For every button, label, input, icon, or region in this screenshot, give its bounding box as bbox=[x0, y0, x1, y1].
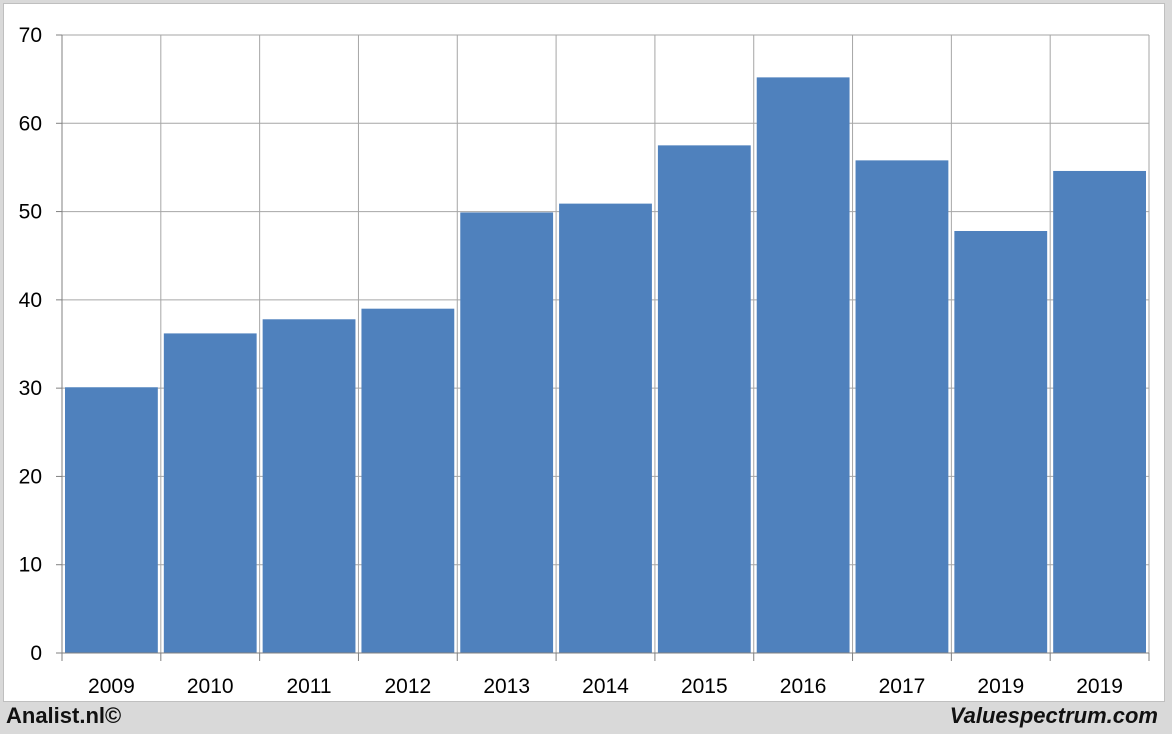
source-credit-right: Valuespectrum.com bbox=[949, 703, 1158, 728]
y-tick-label: 70 bbox=[19, 24, 42, 47]
y-tick-label: 20 bbox=[19, 465, 42, 488]
bar-2010 bbox=[163, 333, 257, 653]
source-credit-left: Analist.nl© bbox=[6, 703, 122, 728]
chart-frame: 0 10 20 30 40 50 60 70 2009 2010 2011 2012 2013 2014 2… bbox=[3, 3, 1165, 702]
y-tick-label: 60 bbox=[19, 112, 42, 135]
y-tick-label: 10 bbox=[19, 554, 42, 577]
bar-2016 bbox=[756, 77, 850, 654]
x-tick-label: 2016 bbox=[780, 675, 827, 698]
bar-2012 bbox=[361, 308, 455, 653]
axes bbox=[56, 34, 1150, 661]
bar-2019 bbox=[954, 230, 1048, 653]
x-tick-label: 2019 bbox=[977, 675, 1024, 698]
tick-labels: 0 10 20 30 40 50 60 70 2009 2010 2011 2012 2013 2014 2… bbox=[19, 24, 1123, 698]
x-tick-label: 2011 bbox=[286, 675, 331, 698]
bar-2009 bbox=[65, 387, 158, 653]
x-tick-label: 2015 bbox=[681, 675, 728, 698]
x-tick-label: 2017 bbox=[879, 675, 926, 698]
y-tick-label: 40 bbox=[19, 289, 42, 312]
y-tick-label: 50 bbox=[19, 201, 42, 224]
x-tick-label: 2014 bbox=[582, 675, 629, 698]
x-tick-label: 2013 bbox=[483, 675, 530, 698]
x-tick-label: 2010 bbox=[187, 675, 234, 698]
bar-2017 bbox=[855, 160, 949, 653]
bar-2011 bbox=[262, 319, 356, 653]
y-tick-label: 30 bbox=[19, 377, 42, 400]
bar-2014 bbox=[559, 203, 652, 653]
bar-2013 bbox=[460, 212, 554, 653]
bars bbox=[65, 77, 1146, 654]
x-tick-label: 2009 bbox=[88, 675, 135, 698]
bar-2019 bbox=[1053, 170, 1146, 653]
x-tick-label: 2019 bbox=[1076, 675, 1123, 698]
x-tick-label: 2012 bbox=[385, 675, 432, 698]
y-tick-label: 0 bbox=[30, 642, 42, 665]
bar-chart: 0 10 20 30 40 50 60 70 2009 2010 2011 2012 2013 2014 2… bbox=[19, 24, 1150, 698]
bar-2015 bbox=[657, 145, 751, 653]
